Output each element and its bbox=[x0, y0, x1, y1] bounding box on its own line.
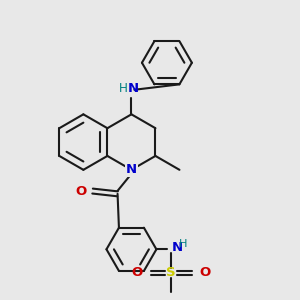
Text: H: H bbox=[119, 82, 128, 95]
Text: N: N bbox=[171, 241, 182, 254]
Text: H: H bbox=[179, 239, 188, 249]
Text: O: O bbox=[131, 266, 143, 279]
Text: N: N bbox=[126, 163, 137, 176]
Text: O: O bbox=[75, 184, 87, 198]
Text: O: O bbox=[200, 266, 211, 279]
Text: N: N bbox=[128, 82, 139, 95]
Text: S: S bbox=[167, 266, 176, 279]
